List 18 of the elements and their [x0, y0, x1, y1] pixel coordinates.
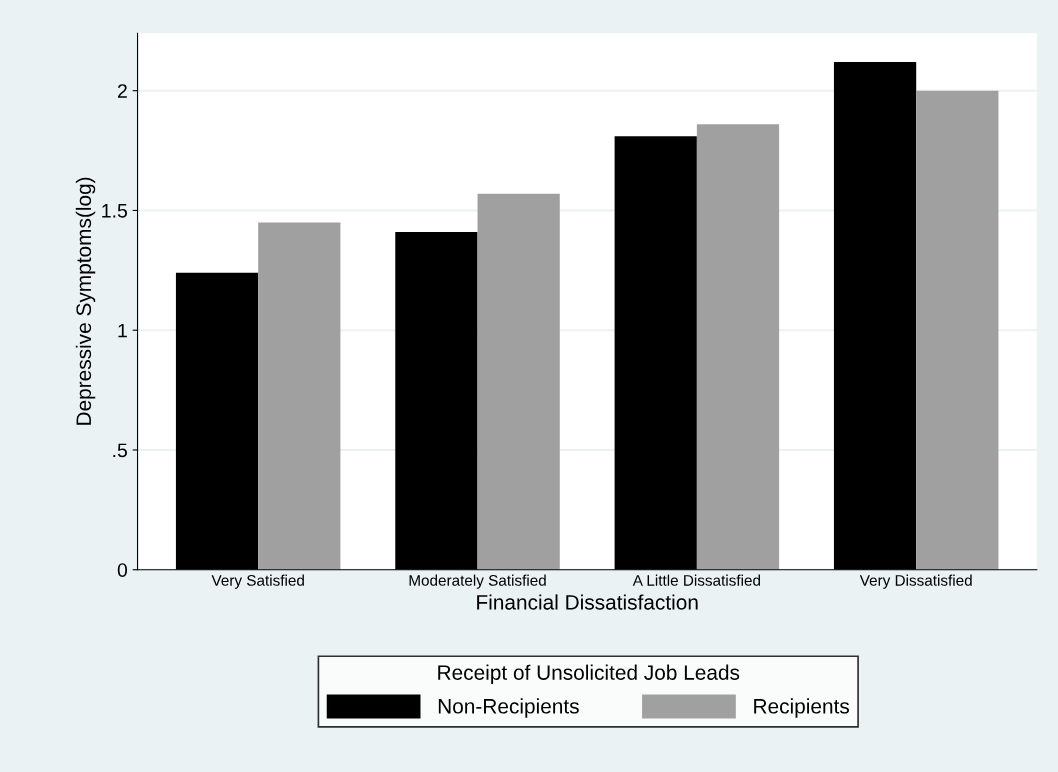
bar	[258, 222, 341, 570]
legend-label: Recipients	[754, 698, 850, 718]
bar	[696, 124, 780, 570]
y-tick-label: 0	[117, 563, 128, 577]
x-tick-label: Very Satisfied	[211, 574, 304, 589]
legend-title: Receipt of Unsolicited Job Leads	[438, 664, 740, 685]
y-tick-label: .5	[113, 443, 127, 458]
y-tick-label: 1.5	[102, 204, 128, 218]
y-tick-label: 1	[118, 323, 127, 338]
x-tick-label: Very Dissatisfied	[859, 574, 972, 589]
y-tick-label: 2	[117, 84, 127, 98]
x-axis-title: Financial Dissatisfaction	[477, 594, 698, 610]
bar	[916, 90, 999, 570]
bar	[477, 193, 560, 570]
y-axis-title: Depressive Symptoms(log)	[75, 177, 96, 425]
legend-label: Non-Recipients	[438, 698, 579, 718]
x-tick-label: Moderately Satisfied	[409, 574, 546, 589]
x-tick-label: A Little Dissatisfied	[632, 574, 760, 586]
